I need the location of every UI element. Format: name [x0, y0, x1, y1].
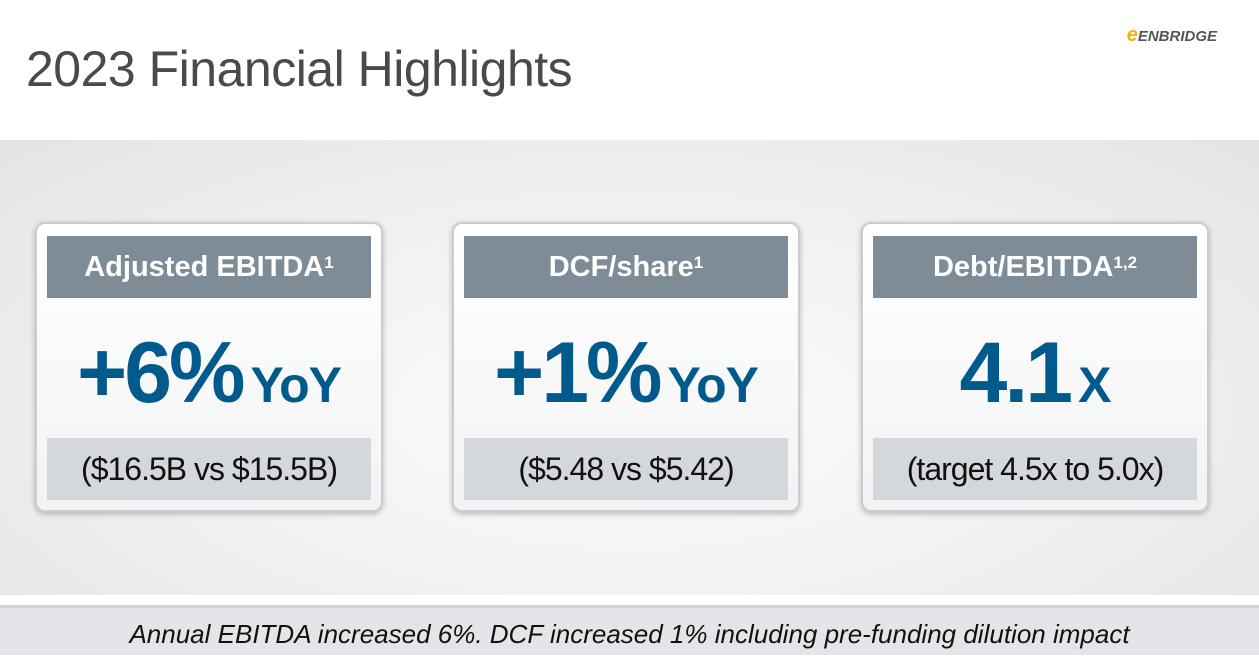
footnote-ref: 1 — [324, 253, 334, 272]
card-heading: Debt/EBITDA 1,2 — [873, 236, 1197, 298]
title: 2023 Financial Highlights — [26, 41, 573, 97]
card-heading: Adjusted EBITDA 1 — [47, 236, 371, 298]
footer: Annual EBITDA increased 6%. DCF increase… — [0, 605, 1259, 655]
logo-text: ENBRIDGE — [1137, 28, 1217, 45]
card: Debt/EBITDA 1,2 4.1 X (target 4.5x to 5.0x) — [861, 222, 1209, 512]
card-detail: ($5.48 vs $5.42) — [464, 438, 788, 500]
card-detail: (target 4.5x to 5.0x) — [873, 438, 1197, 500]
logo: eENBRIDGE — [1126, 24, 1217, 46]
heading-text: Debt/EBITDA — [932, 250, 1114, 283]
unit: X — [1078, 357, 1111, 413]
card-value: 4.1 X — [863, 324, 1207, 423]
value: 4.1 — [959, 325, 1074, 421]
value: +6% — [76, 325, 246, 421]
footnote-ref: 1 — [693, 253, 704, 272]
heading-text: DCF/share — [548, 250, 694, 283]
card-value: +1% YoY — [454, 324, 798, 423]
unit: YoY — [250, 357, 343, 413]
value: +1% — [493, 325, 663, 421]
footnote-ref: 1,2 — [1113, 253, 1138, 272]
card: DCF/share 1 +1% YoY ($5.48 vs $5.42) — [452, 222, 800, 512]
card-heading: DCF/share 1 — [464, 236, 788, 298]
card-value: +6% YoY — [37, 324, 381, 423]
card: Adjusted EBITDA 1 +6% YoY ($16.5B vs $15.5B) — [35, 222, 383, 512]
card-detail: ($16.5B vs $15.5B) — [47, 438, 371, 500]
unit: YoY — [667, 357, 760, 413]
heading-text: Adjusted EBITDA — [84, 250, 325, 283]
